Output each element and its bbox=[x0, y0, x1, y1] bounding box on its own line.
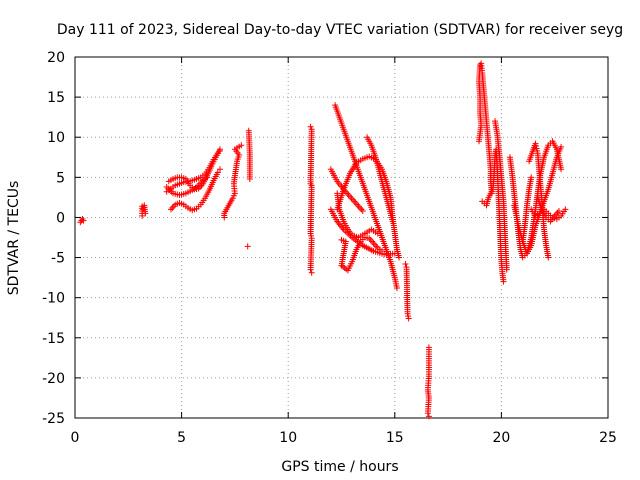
data-point bbox=[562, 206, 569, 213]
data-point bbox=[393, 285, 400, 292]
data-point bbox=[244, 243, 251, 250]
y-tick-label: 0 bbox=[56, 210, 65, 226]
y-tick-label: -10 bbox=[42, 291, 65, 307]
data-point bbox=[238, 142, 245, 149]
data-point bbox=[389, 218, 396, 225]
data-point bbox=[214, 169, 221, 176]
data-point bbox=[308, 269, 315, 276]
chart-title: Day 111 of 2023, Sidereal Day-to-day VTE… bbox=[57, 22, 623, 38]
data-point bbox=[246, 175, 253, 182]
data-point bbox=[476, 138, 483, 145]
data-point bbox=[405, 315, 412, 322]
y-tick-label: 15 bbox=[47, 90, 65, 106]
axis-layer: 0 5 10 15 20 25 -25 -20 -15 -10 -5 0 5 10 15 20 bbox=[42, 50, 617, 446]
y-tick-label: 20 bbox=[47, 50, 65, 66]
data-point bbox=[142, 210, 149, 217]
data-point bbox=[307, 266, 314, 273]
y-axis-title: SDTVAR / TECUs bbox=[6, 181, 22, 296]
data-point bbox=[216, 146, 223, 153]
grid-layer bbox=[75, 57, 608, 418]
y-tick-label: -25 bbox=[42, 411, 65, 427]
data-point bbox=[500, 278, 507, 285]
data-point bbox=[391, 250, 398, 257]
data-point bbox=[80, 217, 87, 224]
data-point bbox=[216, 166, 223, 173]
data-point bbox=[424, 410, 431, 417]
y-tick-label: -20 bbox=[42, 371, 65, 387]
data-point bbox=[425, 413, 432, 420]
data-point bbox=[558, 166, 565, 173]
x-tick-label: 20 bbox=[492, 430, 510, 446]
x-tick-label: 0 bbox=[71, 430, 80, 446]
y-tick-label: -5 bbox=[51, 251, 65, 267]
y-tick-label: 10 bbox=[47, 130, 65, 146]
data-point bbox=[359, 208, 366, 215]
y-tick-label: 5 bbox=[56, 170, 65, 186]
data-point bbox=[555, 208, 562, 215]
data-point bbox=[402, 260, 409, 267]
data-point bbox=[545, 254, 552, 261]
data-point bbox=[558, 143, 565, 150]
data-point bbox=[503, 266, 510, 273]
data-points bbox=[77, 60, 569, 420]
x-axis-title: GPS time / hours bbox=[281, 459, 398, 475]
x-tick-label: 10 bbox=[279, 430, 297, 446]
y-tick-label: -15 bbox=[42, 331, 65, 347]
x-tick-label: 25 bbox=[599, 430, 617, 446]
data-point bbox=[204, 174, 211, 181]
x-tick-label: 15 bbox=[386, 430, 404, 446]
data-point bbox=[528, 174, 535, 181]
plot-frame bbox=[74, 56, 609, 419]
data-point bbox=[374, 230, 381, 237]
data-point bbox=[396, 254, 403, 261]
x-tick-label: 5 bbox=[177, 430, 186, 446]
